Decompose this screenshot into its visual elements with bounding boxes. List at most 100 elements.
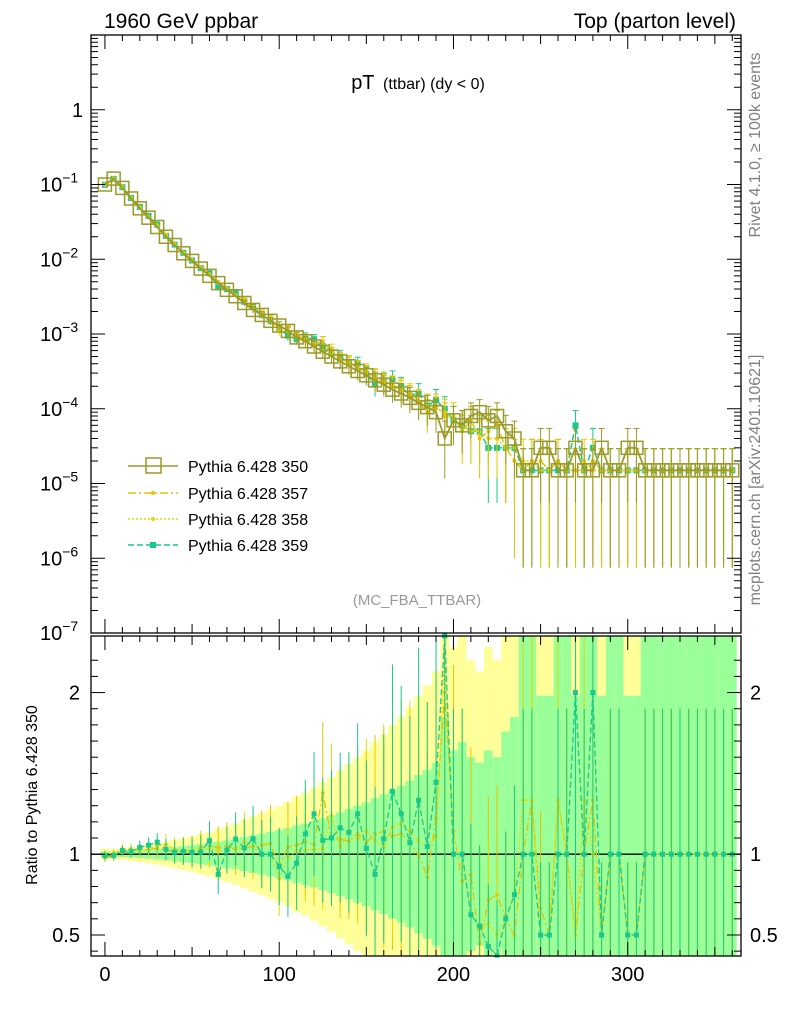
point-350 (158, 229, 174, 244)
band-green (623, 695, 633, 956)
ratio-point (320, 837, 326, 843)
ratio-point (468, 912, 474, 918)
ratio-point (625, 932, 631, 938)
x-tick-label: 100 (263, 964, 296, 986)
band-green (544, 695, 554, 956)
ratio-point (607, 851, 613, 857)
ratio-point (485, 944, 491, 950)
y-tick-label: 10−2 (40, 244, 78, 271)
ratio-point (137, 844, 143, 850)
main-series (97, 171, 740, 568)
legend-label-358: Pythia 6.428 358 (188, 512, 308, 529)
point-s357 (477, 436, 482, 441)
ratio-frame (90, 635, 742, 957)
point-350 (576, 463, 592, 478)
point-350 (524, 463, 540, 478)
analysis-label: (MC_FBA_TTBAR) (353, 592, 481, 609)
ratio-point (267, 851, 273, 857)
point-350 (393, 386, 409, 401)
point-350 (637, 463, 653, 478)
point-350 (472, 404, 487, 420)
ratio-point (450, 851, 456, 857)
ratio-point (206, 838, 212, 844)
ratio-point (599, 932, 605, 938)
ratio-point (285, 873, 291, 879)
ratio-point (581, 851, 587, 857)
point-350 (367, 373, 383, 388)
point-s357 (442, 413, 447, 418)
ratio-axis-label: Ratio to Pythia 6.428 350 (24, 705, 41, 885)
y-tick-label: 10−5 (40, 469, 78, 496)
ratio-point (433, 779, 439, 785)
point-350 (245, 302, 261, 318)
point-350 (350, 363, 365, 379)
ratio-point (668, 851, 674, 857)
ratio-point (146, 842, 152, 848)
point-350 (167, 237, 182, 253)
point-350 (672, 463, 688, 478)
ratio-point (215, 871, 221, 877)
legend-item-358: Pythia 6.428 358 (128, 512, 308, 529)
point-350 (585, 463, 601, 478)
ratio-point (651, 851, 657, 857)
ratio-point (712, 851, 718, 857)
point-350 (542, 440, 557, 456)
ratio-point (163, 846, 169, 852)
point-350 (568, 440, 583, 456)
legend-label-357: Pythia 6.428 357 (188, 486, 308, 503)
ratio-point (276, 864, 282, 870)
ratio-point (111, 853, 117, 859)
band-green (597, 695, 606, 956)
point-350 (376, 377, 392, 392)
ratio-point (398, 811, 404, 817)
point-350 (184, 253, 200, 269)
point-350 (132, 201, 148, 216)
point-350 (149, 219, 165, 235)
point-350 (594, 440, 609, 456)
point-350 (507, 431, 522, 446)
ratio-point (686, 851, 692, 857)
point-350 (481, 413, 496, 428)
ratio-tick-label: 1 (69, 844, 80, 866)
point-350 (402, 390, 418, 406)
y-tick-label: 1 (72, 100, 83, 122)
point-350 (533, 440, 548, 456)
x-tick-label: 200 (437, 964, 470, 986)
ratio-point (119, 848, 125, 854)
point-350 (437, 431, 453, 446)
legend-label-350: Pythia 6.428 350 (188, 459, 308, 476)
point-350 (698, 463, 714, 478)
ratio-point (224, 847, 230, 853)
ratio-point (529, 851, 535, 857)
point-350 (655, 463, 670, 478)
ratio-tick-label: 0.5 (52, 925, 80, 947)
ratio-tick-label: 2 (69, 683, 80, 705)
point-350 (341, 359, 357, 374)
ratio-point (381, 836, 387, 842)
header-right: Top (parton level) (574, 10, 736, 33)
ratio-point (616, 851, 622, 857)
axes: 1 10−1 10−2 10−3 10−4 10−5 10−6 10−7 0 100 200 300 0… (40, 34, 778, 986)
header-left: 1960 GeV ppbar (104, 10, 258, 33)
point-359 (215, 284, 222, 291)
ratio-point (294, 860, 300, 866)
y-tick-label: 10−6 (40, 543, 78, 570)
point-350 (716, 463, 731, 478)
ratio-point (180, 848, 186, 854)
point-350 (681, 463, 696, 478)
point-350 (603, 463, 618, 478)
point-350 (611, 463, 627, 478)
ratio-point (346, 829, 352, 835)
ratio-point (154, 839, 160, 845)
point-350 (315, 344, 331, 359)
legend-item-357: Pythia 6.428 357 (128, 486, 308, 503)
y-tick-label: 10−7 (40, 618, 78, 645)
point-350 (271, 318, 287, 333)
ratio-point (564, 851, 570, 857)
point-350 (106, 171, 121, 186)
ratio-point (216, 849, 221, 853)
ratio-point (416, 797, 422, 803)
point-350 (332, 354, 348, 369)
rivet-version-label: Rivet 4.1.0, ≥ 100k events (747, 53, 764, 238)
ratio-point (259, 851, 265, 857)
